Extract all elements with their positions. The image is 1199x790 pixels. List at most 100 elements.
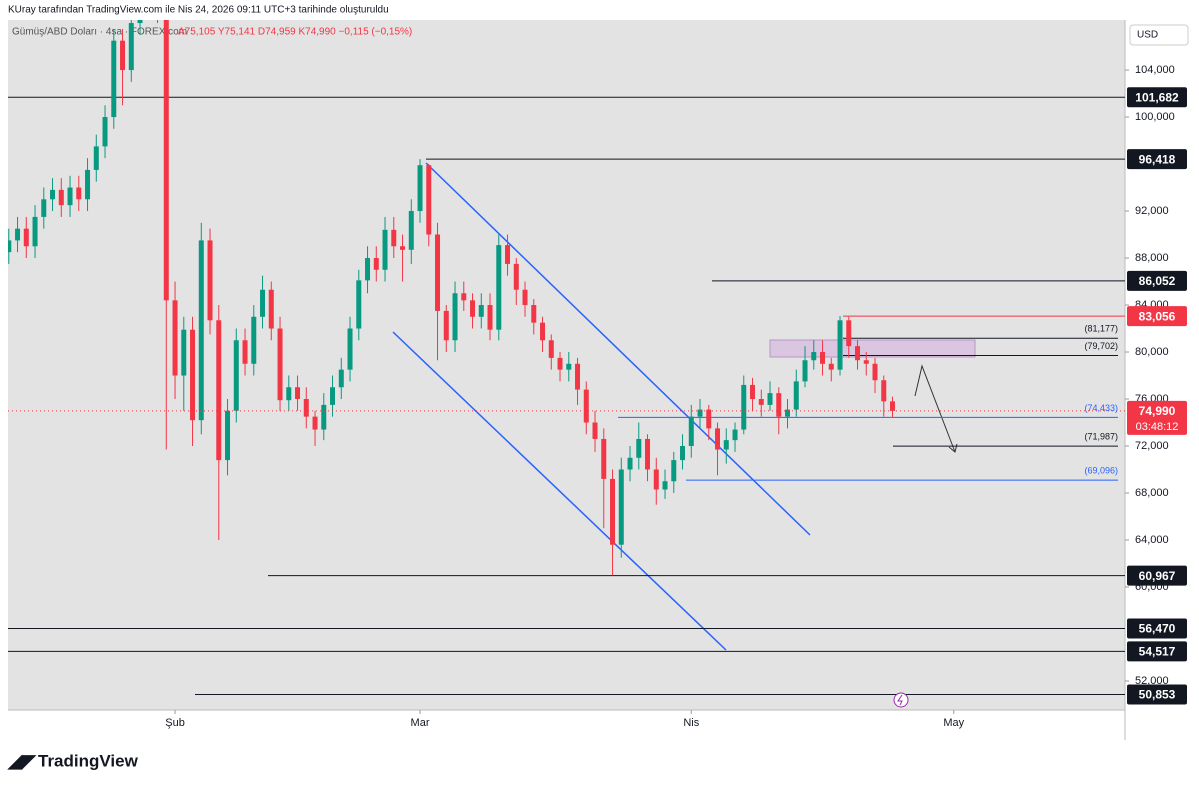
candle-body [268, 289, 274, 329]
candle-body [190, 329, 196, 421]
candle-body [23, 228, 29, 247]
candle-body [802, 360, 808, 382]
candle-body [382, 229, 388, 270]
candle-body [566, 363, 572, 370]
candle-body [417, 165, 423, 212]
candle-body [706, 409, 712, 429]
level-label-box [1127, 618, 1187, 639]
candle-body [881, 380, 887, 402]
level-label: 101,682 [1135, 90, 1179, 104]
candle-body [347, 328, 353, 370]
candle-body [356, 280, 362, 329]
level-label: 60,967 [1139, 569, 1176, 583]
currency: USD [1137, 30, 1158, 41]
candle-body [767, 393, 773, 405]
x-tick-label: May [943, 717, 964, 729]
candle-body [846, 320, 852, 347]
countdown: 03:48:12 [1136, 421, 1179, 433]
candle-body [120, 40, 126, 71]
candle-body [592, 422, 598, 439]
y-tick-label: 92,000 [1135, 205, 1169, 217]
candle-body [715, 428, 721, 450]
candle-body [776, 393, 782, 417]
candle-body [601, 438, 607, 479]
candle-body [365, 258, 371, 281]
zone-label: (71,987) [1084, 432, 1118, 442]
y-tick-label: 104,000 [1135, 64, 1175, 76]
x-tick-label: Mar [411, 717, 430, 729]
candle-body [575, 363, 581, 390]
candle-body [513, 263, 519, 290]
candle-body [583, 389, 589, 423]
candle-body [645, 438, 651, 470]
zone-label: (74,433) [1084, 403, 1118, 413]
level-label-box [1127, 87, 1187, 108]
level-label: 56,470 [1139, 622, 1176, 636]
candle-body [531, 305, 537, 323]
candle-body [400, 246, 406, 250]
candle-body [540, 322, 546, 341]
candle-body [76, 187, 82, 200]
y-tick-label: 68,000 [1135, 487, 1169, 499]
plot [8, 20, 1125, 695]
candle-body [41, 199, 47, 217]
candle-body [548, 340, 554, 358]
candle-body [680, 446, 686, 461]
candle-body [671, 460, 677, 482]
event-icon[interactable] [893, 692, 909, 708]
candle-body [741, 384, 747, 430]
x-tick-label: Şub [165, 717, 185, 729]
candle-body [732, 429, 738, 441]
candle-body [496, 245, 502, 330]
brand: TradingView [38, 751, 139, 770]
level-label-box [1127, 684, 1187, 705]
candle-body [627, 457, 633, 470]
candle-body [811, 352, 817, 361]
level-label: 83,056 [1139, 309, 1176, 323]
candle-body [452, 293, 458, 341]
level-label-box [1127, 306, 1187, 327]
y-tick-label: 80,000 [1135, 346, 1169, 358]
candle-body [312, 416, 318, 430]
candle-body [408, 211, 414, 250]
event-icon-bolt [897, 694, 903, 706]
candle-body [8, 240, 12, 253]
candle-body [855, 346, 861, 361]
candle-body [111, 40, 117, 118]
candle-body [67, 187, 73, 206]
currency-box[interactable] [1129, 24, 1189, 46]
candle-body [426, 165, 432, 235]
candle-body [172, 300, 178, 376]
candle-body [443, 310, 449, 341]
candle-body [277, 328, 283, 401]
last-price-box [1127, 400, 1187, 435]
y-tick-label: 88,000 [1135, 252, 1169, 264]
brand-logo: ◢◤ [7, 751, 37, 771]
candle-body [487, 305, 493, 330]
level-label: 96,418 [1139, 152, 1176, 166]
candle-body [522, 289, 528, 306]
candle-body [373, 258, 379, 270]
level-label: 54,517 [1139, 645, 1176, 659]
candle-body [225, 410, 231, 461]
supply-zone [769, 339, 976, 358]
candle-body [750, 384, 756, 400]
candle-body [872, 363, 878, 381]
candle-body [478, 305, 484, 317]
y-tick-label: 72,000 [1135, 440, 1169, 452]
candle-body [863, 360, 869, 364]
candle-body [251, 316, 257, 364]
candle-body [391, 229, 397, 247]
candle-body [662, 481, 668, 490]
candle-body [163, 20, 169, 301]
candle-body [260, 289, 266, 317]
candle-body [828, 363, 834, 370]
candle-body [330, 387, 336, 405]
channel-line [392, 331, 727, 651]
ohlc-legend: A75,105 Y75,141 D74,959 K74,990 −0,115 (… [178, 27, 412, 38]
y-tick-label: 64,000 [1135, 534, 1169, 546]
y-tick-label: 52,000 [1135, 675, 1169, 687]
candle-body [295, 387, 301, 400]
level-label-box [1127, 270, 1187, 291]
candle-body [338, 369, 344, 388]
